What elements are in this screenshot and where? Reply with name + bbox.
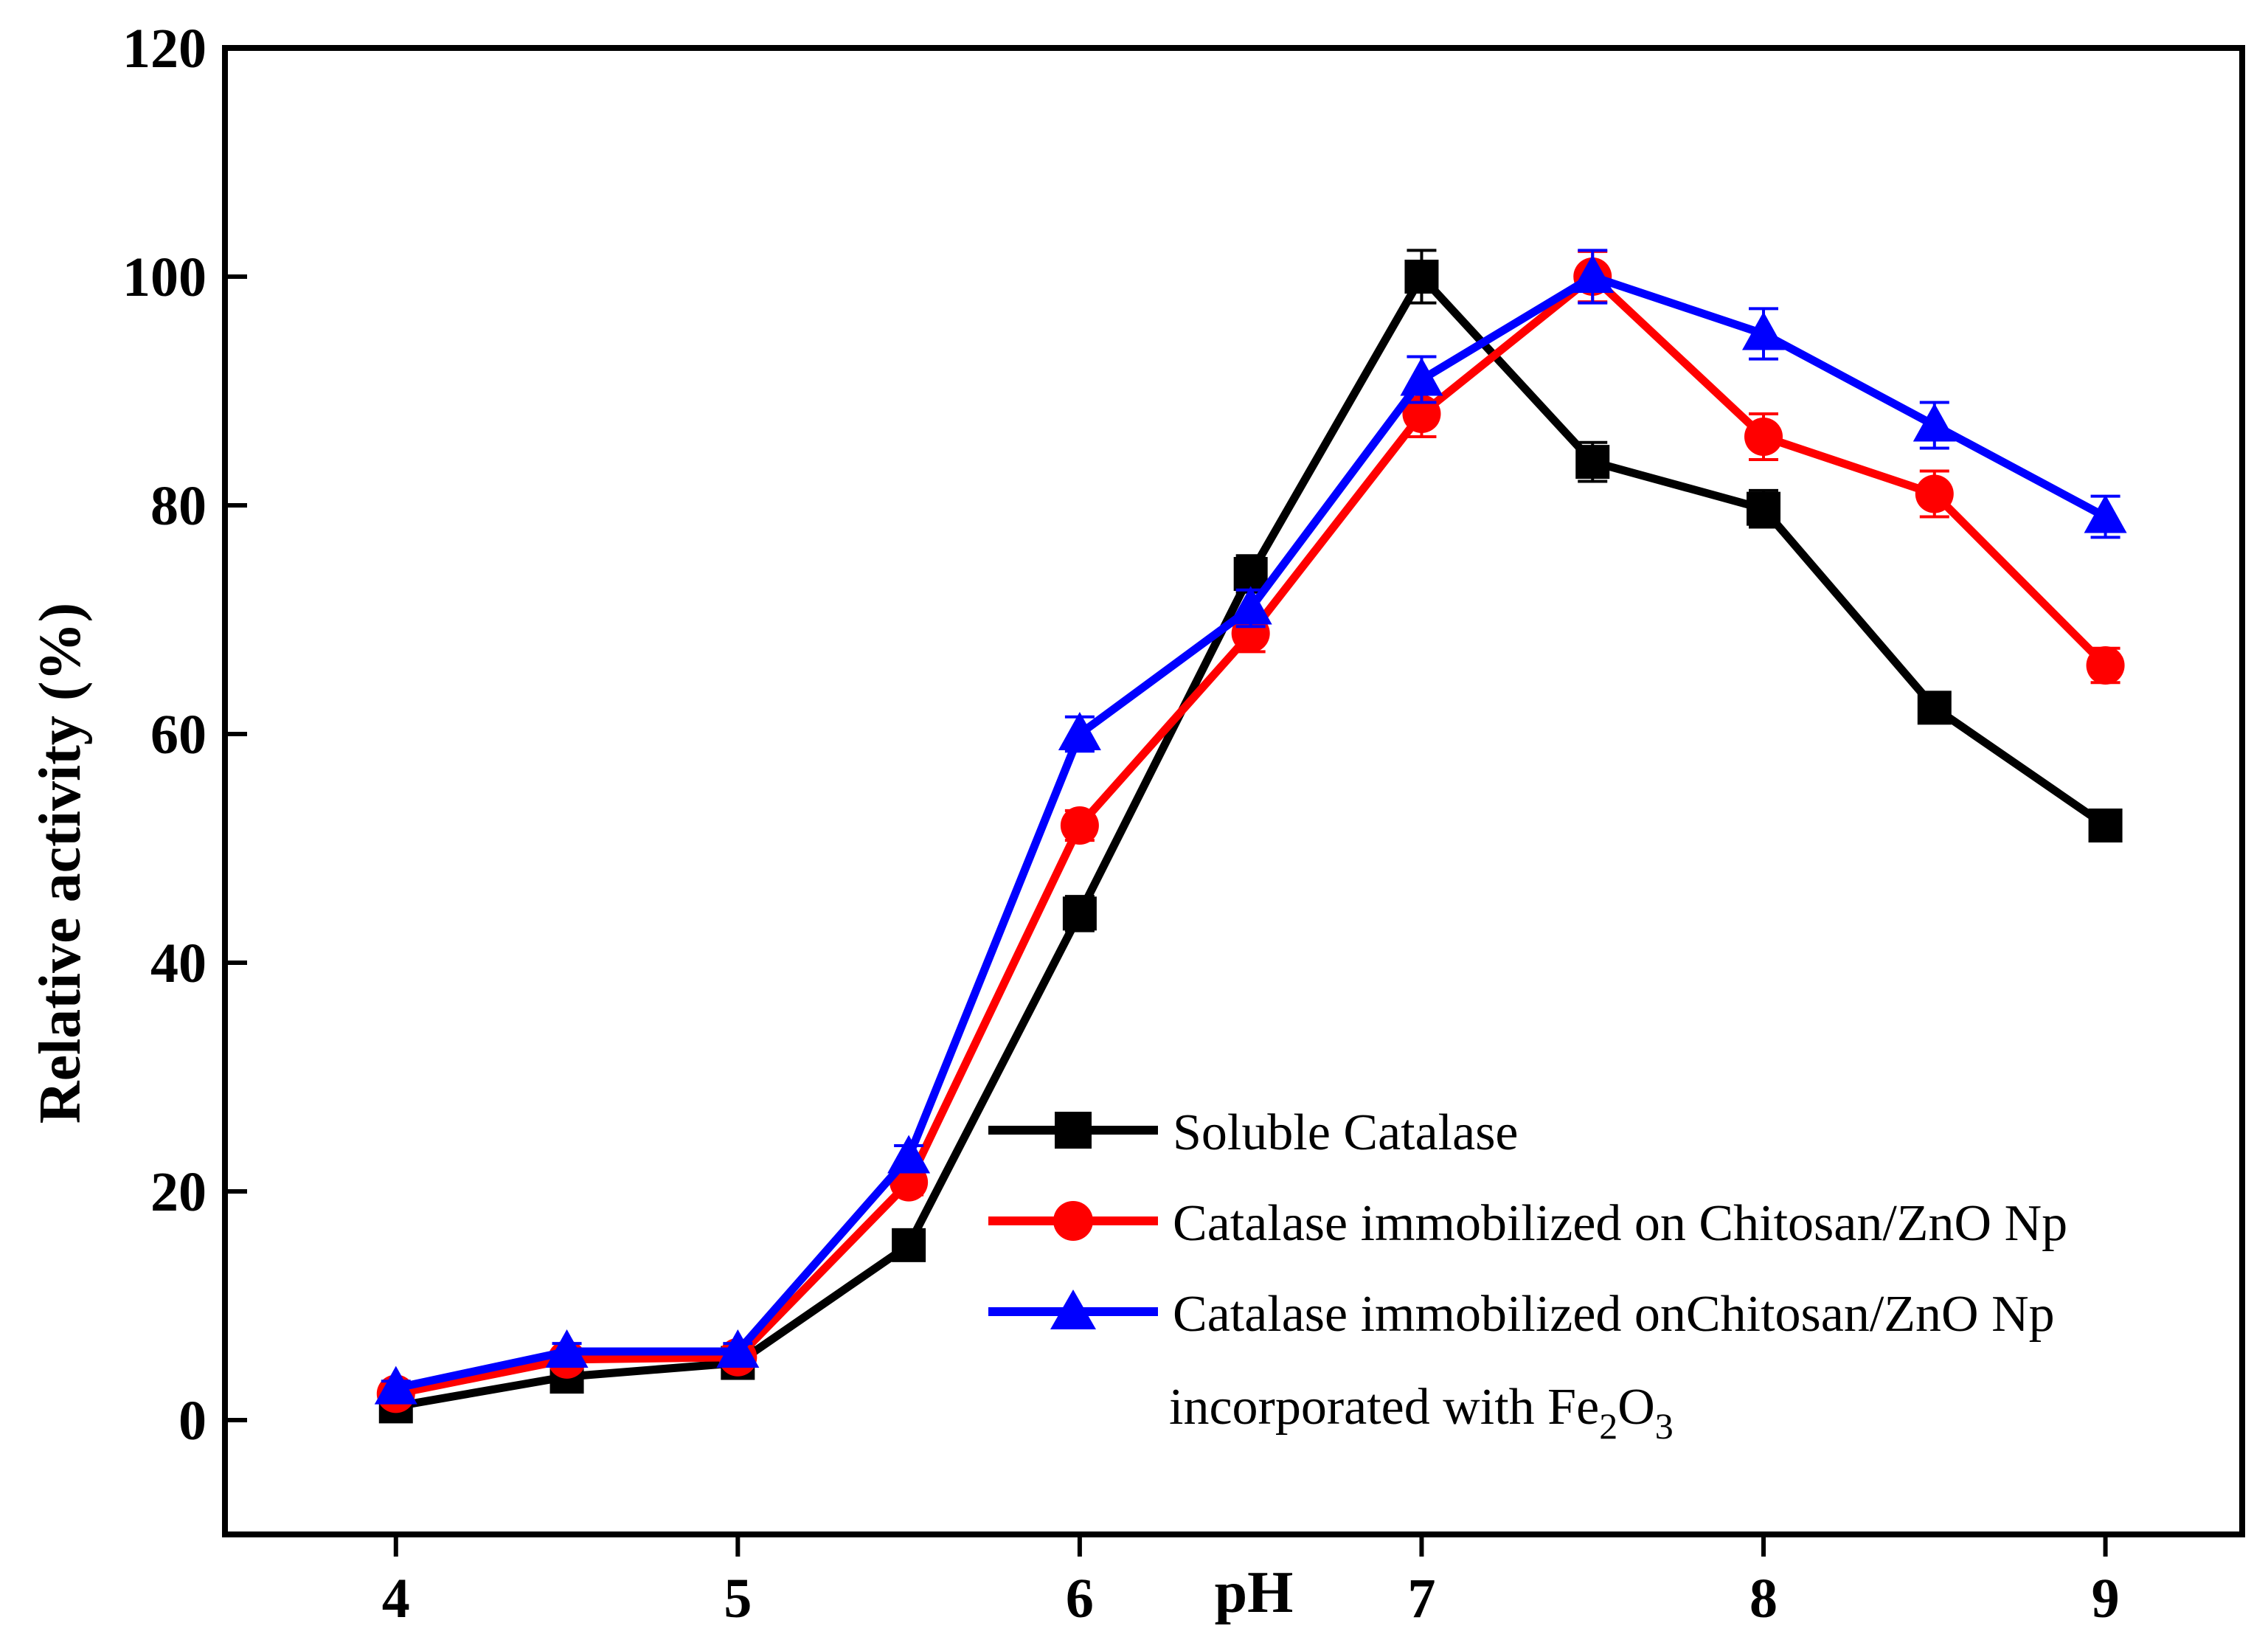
data-point [1229, 586, 1272, 625]
data-point [2084, 494, 2127, 533]
y-tick-label: 0 [178, 1390, 207, 1452]
legend-marker-chitosan-zno [1053, 1201, 1093, 1241]
legend: Soluble Catalase Catalase immobilized on… [988, 1104, 2067, 1447]
data-point [887, 1135, 931, 1174]
legend-marker-chitosan-zno-fe2o3 [1050, 1290, 1096, 1329]
y-tick-label: 120 [122, 18, 207, 80]
data-point [2088, 809, 2123, 842]
data-point [1062, 896, 1097, 931]
x-tick-label: 6 [1066, 1568, 1094, 1630]
x-tick-label: 9 [2092, 1568, 2120, 1630]
data-point [1402, 395, 1441, 433]
data-point [1571, 255, 1615, 293]
data-point [545, 1329, 589, 1368]
data-point [1575, 445, 1610, 480]
series-chitosan-zno [376, 249, 2125, 1413]
legend-marker-soluble [1055, 1112, 1092, 1149]
data-point [1058, 712, 1101, 750]
x-tick-label: 5 [724, 1568, 752, 1630]
y-tick-label: 60 [150, 704, 207, 766]
data-point [1917, 690, 1952, 725]
data-point [1742, 311, 1786, 350]
data-point [374, 1366, 417, 1405]
data-point [716, 1329, 760, 1368]
series-chitosan-zno-fe2o3 [374, 249, 2127, 1405]
legend-label-soluble: Soluble Catalase [1173, 1104, 1519, 1161]
x-axis: 4 5 6 7 8 9 [382, 1534, 2120, 1630]
plot-frame [222, 45, 2245, 1537]
y-tick-label: 40 [150, 932, 207, 994]
legend-label-chitosan-zno-fe2o3-line2: incorporated with Fe2O3 [1169, 1379, 1674, 1447]
y-tick-label: 20 [150, 1161, 207, 1223]
y-axis-title: Relative activity (%) [28, 603, 93, 1124]
x-tick-label: 4 [382, 1568, 410, 1630]
y-tick-label: 100 [122, 246, 207, 308]
y-axis: 0 20 40 60 80 100 120 [122, 18, 247, 1452]
data-point [1912, 403, 1956, 442]
data-point [892, 1228, 926, 1262]
x-tick-label: 7 [1407, 1568, 1435, 1630]
legend-label-chitosan-zno-fe2o3: Catalase immobilized onChitosan/ZnO Np [1173, 1286, 2055, 1343]
data-point [1744, 418, 1783, 456]
legend-label-chitosan-zno: Catalase immobilized on Chitosan/ZnO Np [1173, 1195, 2067, 1252]
data-point [1747, 491, 1781, 526]
x-tick-label: 8 [1749, 1568, 1778, 1630]
data-point [1915, 474, 1954, 513]
data-point [1233, 557, 1268, 591]
data-point [1400, 357, 1443, 396]
series-layer [374, 249, 2127, 1424]
data-point [1060, 806, 1099, 845]
y-tick-label: 80 [150, 475, 207, 537]
x-axis-title: pH [1215, 1560, 1294, 1625]
data-point [2086, 646, 2125, 685]
data-point [1404, 260, 1439, 294]
